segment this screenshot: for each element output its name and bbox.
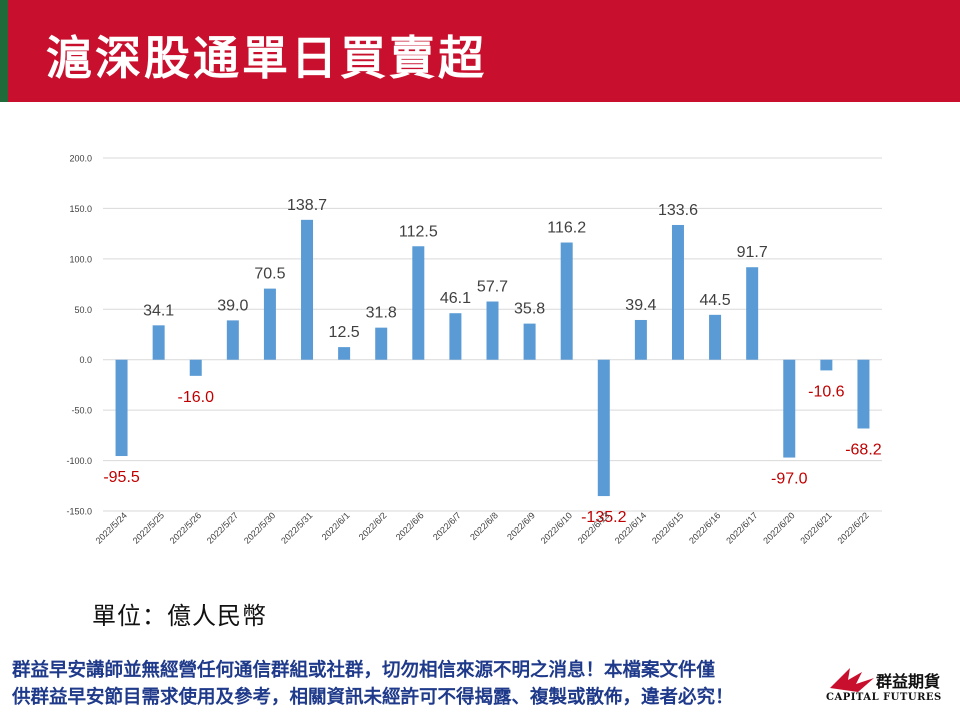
data-label: 46.1 [440, 290, 471, 307]
y-tick-label: -100.0 [66, 456, 92, 466]
x-tick-label: 2022/6/22 [835, 510, 870, 545]
bar [523, 323, 536, 360]
data-label: 91.7 [737, 244, 768, 261]
data-label: 31.8 [366, 305, 397, 322]
data-label: 57.7 [477, 279, 508, 296]
y-tick-label: 200.0 [69, 154, 92, 164]
bar [597, 359, 610, 497]
data-label: -16.0 [178, 389, 215, 406]
data-label: 138.7 [287, 197, 327, 214]
x-tick-label: 2022/6/21 [798, 510, 833, 545]
disclaimer: 群益早安講師並無經營任何通信群組或社群，切勿相信來源不明之消息！本檔案文件僅 供… [12, 657, 822, 711]
bar-chart: 200.0 150.0 100.0 50.0 0.0 -50.0 -100.0 -150.0 -… [66, 154, 882, 546]
x-tick-label: 2022/5/26 [168, 510, 203, 545]
data-label: -95.5 [103, 469, 140, 486]
x-tick-label: 2022/5/24 [94, 510, 129, 545]
data-label: 35.8 [514, 301, 545, 318]
company-logo: 群益期貨 CAPITAL FUTURES [826, 664, 952, 708]
bar [634, 319, 647, 360]
bar [189, 359, 202, 376]
x-tick-label: 2022/6/15 [650, 510, 685, 545]
header-banner: 滬深股通單日買賣超 [0, 0, 960, 102]
logo-name-en: CAPITAL FUTURES [826, 692, 942, 703]
x-tick-label: 2022/5/31 [279, 510, 314, 545]
bar [857, 359, 870, 429]
x-tick-label: 2022/5/30 [242, 510, 277, 545]
bar [746, 267, 759, 360]
y-tick-label: -150.0 [66, 507, 92, 517]
x-tick-label: 2022/6/20 [761, 510, 796, 545]
unit-label: 單位：億人民幣 [92, 602, 267, 630]
x-tick-label: 2022/6/7 [431, 510, 463, 542]
y-tick-label: 0.0 [79, 355, 92, 365]
data-label: 12.5 [329, 324, 360, 341]
x-tick-label: 2022/6/8 [468, 510, 500, 542]
bar [375, 327, 388, 360]
y-tick-label: -50.0 [71, 406, 92, 416]
disclaimer-line-2: 供群益早安節目需求使用及參考，相關資訊未經許可不得揭露、複製或散佈，違者必究！ [12, 687, 734, 708]
x-tick-label: 2022/6/10 [539, 510, 574, 545]
data-label: 39.0 [217, 297, 248, 314]
data-label: 70.5 [254, 266, 285, 283]
bar [226, 320, 239, 360]
x-tick-label: 2022/6/9 [505, 510, 537, 542]
data-label: 133.6 [658, 202, 698, 219]
bar [263, 288, 276, 360]
x-tick-label: 2022/6/6 [394, 510, 426, 542]
data-label: -10.6 [808, 383, 845, 400]
bar [152, 325, 165, 360]
data-label: -97.0 [771, 471, 808, 488]
page-title: 滬深股通單日買賣超 [46, 31, 487, 85]
capital-futures-logo-icon [830, 668, 874, 692]
x-tick-label: 2022/5/27 [205, 510, 240, 545]
bar [671, 224, 684, 360]
bar [820, 359, 833, 371]
header-stripe [0, 0, 8, 102]
x-tick-label: 2022/6/1 [320, 510, 352, 542]
bar [560, 242, 573, 360]
disclaimer-line-1: 群益早安講師並無經營任何通信群組或社群，切勿相信來源不明之消息！本檔案文件僅 [12, 660, 716, 681]
y-tick-label: 50.0 [74, 305, 92, 315]
y-tick-label: 150.0 [69, 204, 92, 214]
bar [783, 359, 796, 458]
data-label: 39.4 [625, 297, 656, 314]
y-tick-label: 100.0 [69, 254, 92, 264]
data-label: 44.5 [700, 292, 731, 309]
x-tick-label: 2022/6/17 [724, 510, 759, 545]
x-tick-label: 2022/5/25 [131, 510, 166, 545]
bar [301, 219, 314, 360]
data-label: 116.2 [547, 220, 586, 237]
data-label: -68.2 [845, 441, 882, 458]
data-label: 112.5 [399, 223, 438, 240]
x-tick-label: 2022/6/2 [357, 510, 389, 542]
bar [115, 359, 128, 457]
bar [449, 313, 462, 360]
data-label: 34.1 [143, 302, 174, 319]
logo-name-cn: 群益期貨 [876, 672, 941, 691]
x-tick-label: 2022/6/16 [687, 510, 722, 545]
bar [338, 347, 351, 360]
bar [709, 314, 722, 360]
bar [412, 246, 425, 360]
data-label: -135.2 [581, 509, 626, 526]
bar [486, 301, 499, 360]
